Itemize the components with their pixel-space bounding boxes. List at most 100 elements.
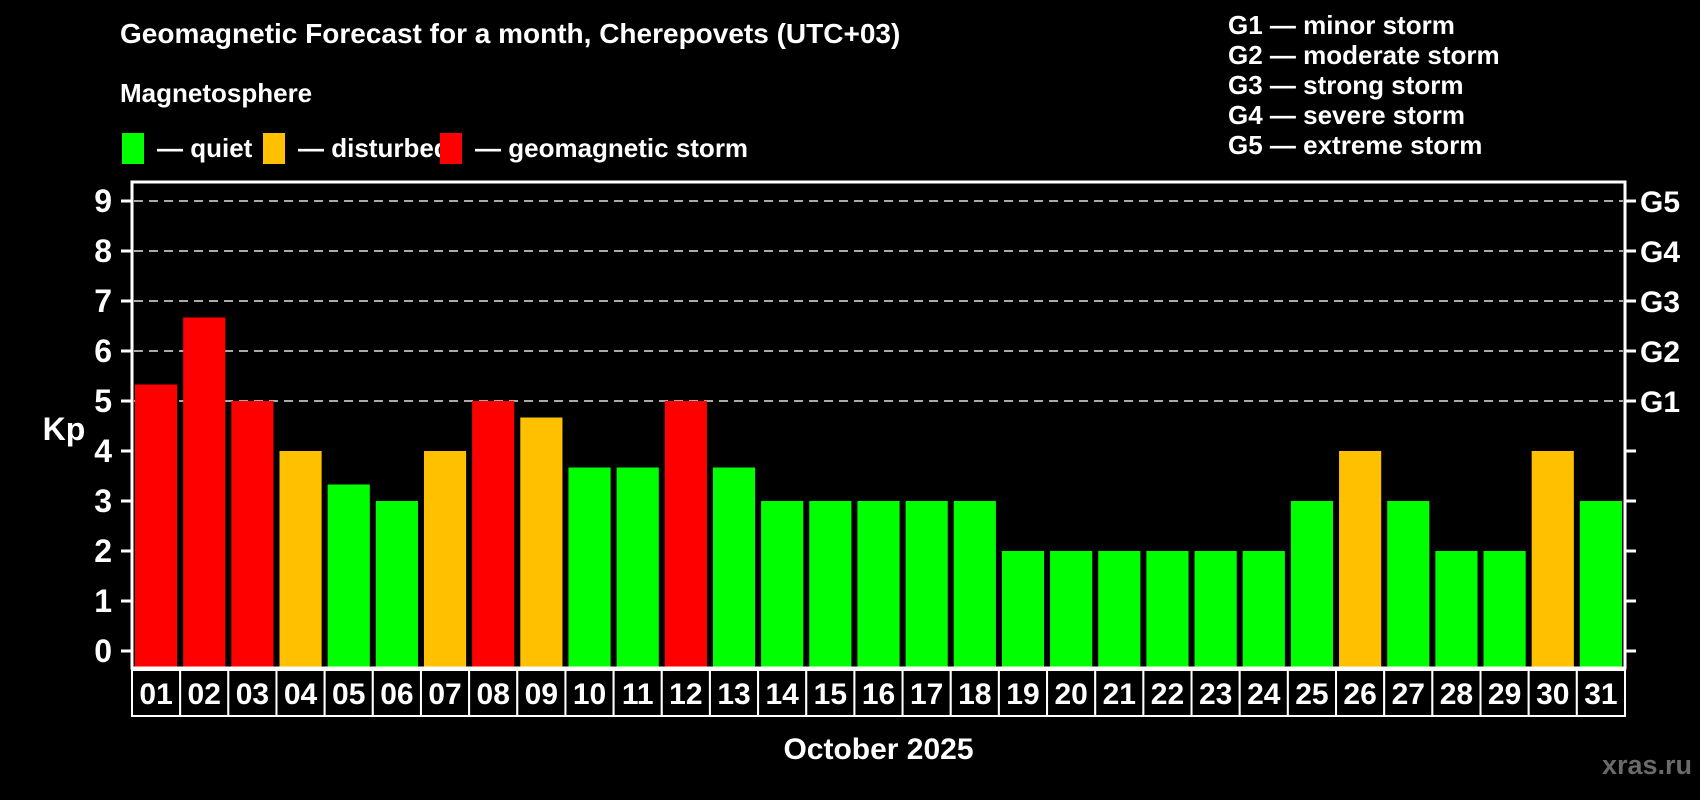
day-box-15 (805, 669, 856, 717)
g-legend-item-g5: G5 — extreme storm (1228, 130, 1483, 160)
y-tick-label-2: 2 (94, 533, 112, 569)
magnetosphere-label: Magnetosphere (120, 78, 313, 108)
day-box-18 (949, 669, 1000, 717)
day-label-05: 05 (332, 678, 365, 711)
bar-day-23 (1194, 551, 1237, 667)
day-box-06 (371, 669, 422, 717)
bar-day-30 (1531, 451, 1574, 667)
day-label-02: 02 (188, 678, 221, 711)
day-box-02 (179, 669, 230, 717)
day-box-05 (323, 669, 374, 717)
bar-day-28 (1435, 551, 1478, 667)
g-level-label-g3: G3 (1640, 286, 1680, 319)
day-label-28: 28 (1440, 678, 1473, 711)
y-tick-label-1: 1 (94, 583, 112, 619)
g-level-label-g5: G5 (1640, 186, 1680, 219)
day-label-01: 01 (139, 678, 172, 711)
day-box-17 (901, 669, 952, 717)
bar-day-17 (905, 501, 948, 667)
day-label-20: 20 (1054, 678, 1087, 711)
storm-color-swatch (440, 133, 462, 164)
y-tick-label-6: 6 (94, 333, 112, 369)
bar-day-19 (1001, 551, 1045, 667)
day-box-30 (1527, 669, 1578, 717)
day-label-21: 21 (1103, 678, 1136, 711)
day-box-14 (757, 669, 808, 717)
bar-day-02 (183, 317, 226, 667)
day-label-09: 09 (525, 678, 558, 711)
legend-label-quiet: — quiet (157, 133, 253, 163)
g-level-label-g2: G2 (1640, 336, 1680, 369)
day-label-11: 11 (622, 678, 654, 711)
bar-day-07 (423, 451, 467, 667)
legend-item-disturbed: — disturbed (263, 133, 450, 164)
g-level-label-g1: G1 (1640, 386, 1680, 419)
day-box-31 (1575, 669, 1627, 717)
day-label-29: 29 (1488, 678, 1521, 711)
day-label-06: 06 (380, 678, 413, 711)
bar-day-20 (1050, 551, 1093, 667)
day-label-13: 13 (717, 678, 750, 711)
bar-day-10 (568, 467, 611, 667)
bar-day-27 (1387, 501, 1430, 667)
day-box-16 (853, 669, 904, 717)
legend-item-storm: — geomagnetic storm (440, 133, 748, 164)
day-label-07: 07 (428, 678, 461, 711)
bar-day-16 (857, 501, 900, 667)
g-legend-item-g4: G4 — severe storm (1228, 100, 1466, 130)
day-box-24 (1238, 669, 1289, 717)
day-label-12: 12 (669, 678, 702, 711)
day-box-12 (660, 669, 711, 717)
x-axis-month-label: October 2025 (783, 733, 974, 766)
bar-day-18 (953, 501, 996, 667)
y-tick-label-4: 4 (94, 433, 112, 469)
bar-day-24 (1242, 551, 1285, 667)
bar-day-01 (135, 384, 178, 667)
day-label-16: 16 (862, 678, 895, 711)
y-tick-label-9: 9 (94, 183, 112, 219)
y-tick-label-7: 7 (94, 283, 112, 319)
g-legend-item-g1: G1 — minor storm (1228, 10, 1455, 40)
day-label-31: 31 (1584, 678, 1617, 711)
quiet-color-swatch (122, 133, 144, 164)
xras-watermark: xras.ru (1601, 750, 1692, 780)
y-axis-label: Kp (42, 411, 86, 447)
day-label-17: 17 (910, 678, 943, 711)
bar-day-06 (375, 501, 418, 667)
chart-title: Geomagnetic Forecast for a month, Cherep… (120, 18, 901, 49)
bar-day-08 (472, 401, 515, 667)
day-label-04: 04 (284, 678, 318, 711)
g-scale-legend: G1 — minor storm G2 — moderate storm G3 — … (1228, 10, 1500, 160)
y-tick-label-0: 0 (94, 633, 112, 669)
day-label-14: 14 (765, 678, 799, 711)
bar-day-21 (1098, 551, 1141, 667)
day-box-01 (131, 669, 182, 717)
day-label-27: 27 (1392, 678, 1425, 711)
bar-day-14 (761, 501, 804, 667)
day-label-18: 18 (958, 678, 991, 711)
day-label-26: 26 (1343, 678, 1376, 711)
bar-day-15 (809, 501, 852, 667)
day-label-19: 19 (1006, 678, 1039, 711)
y-tick-label-8: 8 (94, 233, 112, 269)
day-box-26 (1335, 669, 1386, 717)
day-box-28 (1431, 669, 1482, 717)
day-label-30: 30 (1536, 678, 1569, 711)
day-label-03: 03 (236, 678, 269, 711)
bar-day-09 (520, 417, 563, 667)
day-box-21 (1094, 669, 1145, 717)
day-box-23 (1190, 669, 1241, 717)
bar-day-05 (327, 484, 370, 667)
legend-label-storm: — geomagnetic storm (475, 133, 749, 163)
kp-status-legend: — quiet — disturbed — geomagnetic storm (0, 133, 1000, 167)
day-label-24: 24 (1247, 678, 1281, 711)
day-label-08: 08 (477, 678, 510, 711)
day-label-25: 25 (1295, 678, 1328, 711)
disturbed-color-swatch (263, 133, 285, 164)
bar-day-03 (231, 401, 274, 667)
bar-day-12 (664, 401, 707, 667)
y-tick-label-3: 3 (94, 483, 112, 519)
legend-item-quiet: — quiet (122, 133, 252, 164)
